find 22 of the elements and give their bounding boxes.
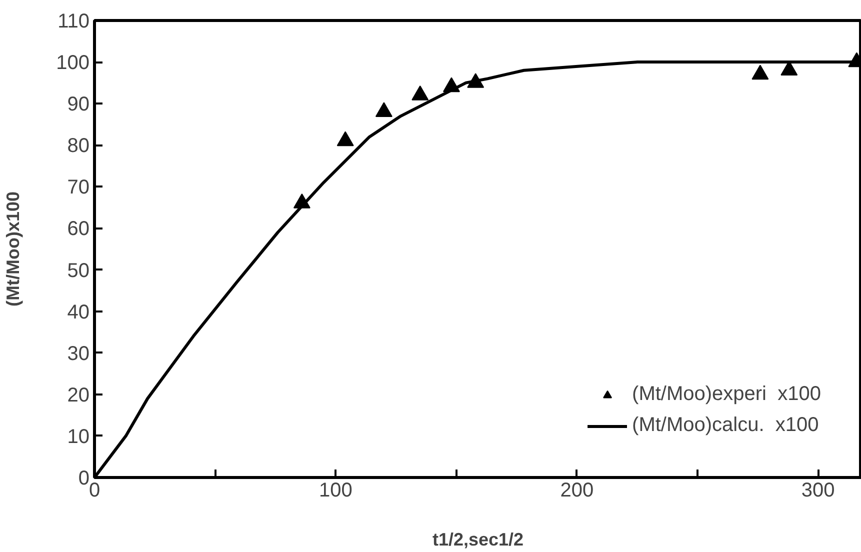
point [375,102,392,118]
y-tick-label: 10 [67,426,90,448]
x-tick-label: 100 [319,480,352,502]
y-tick-label: 90 [67,94,90,116]
point [336,131,354,146]
y-tick-label: 20 [67,384,90,406]
x-axis-title: t1/2,sec1/2 [432,530,524,550]
y-tick-label: 70 [67,176,90,199]
y-tick-label: 50 [67,260,90,282]
point [412,86,429,100]
x-tick-label: 200 [560,480,594,502]
y-axis-title: (Mt/Moo)x100 [3,191,24,306]
point [752,64,769,80]
x-tick-label: 300 [801,480,835,502]
legend-label: (Mt/Moo)experi x100 [632,383,821,406]
y-tick-label: 40 [67,301,90,324]
y-tick-label: 100 [56,52,90,74]
y-tick-label: 30 [67,342,90,365]
y-tick-label: 110 [58,10,90,32]
y-tick-label: 80 [67,135,90,158]
y-tick-label: 60 [67,218,90,240]
legend-label: (Mt/Moo)calcu. x100 [632,414,819,437]
